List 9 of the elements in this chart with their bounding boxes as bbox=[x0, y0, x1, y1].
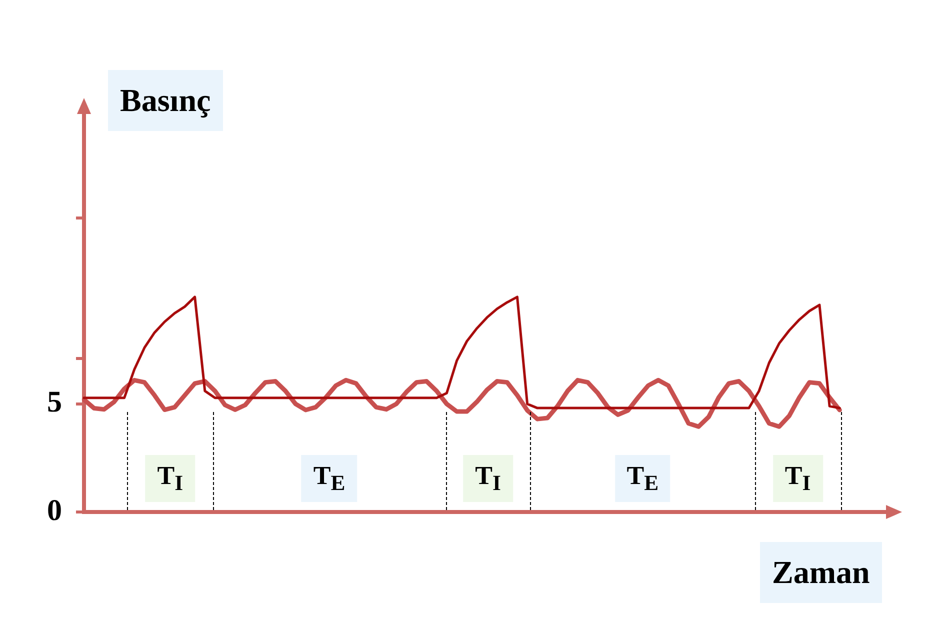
annotation: T$_{E}$ bbox=[614, 455, 671, 502]
annotation: T$_{E}$ bbox=[301, 455, 358, 502]
annotation: T$_{I}$ bbox=[772, 455, 823, 502]
annotation: T$_{I}$ bbox=[145, 455, 196, 502]
y-axis-title: Basınç bbox=[108, 70, 223, 131]
x-axis-title: Zaman bbox=[760, 542, 882, 603]
y-tick-label: 5 bbox=[47, 386, 62, 419]
y-tick-label: 0 bbox=[47, 494, 62, 527]
annotation: T$_{I}$ bbox=[463, 455, 513, 502]
